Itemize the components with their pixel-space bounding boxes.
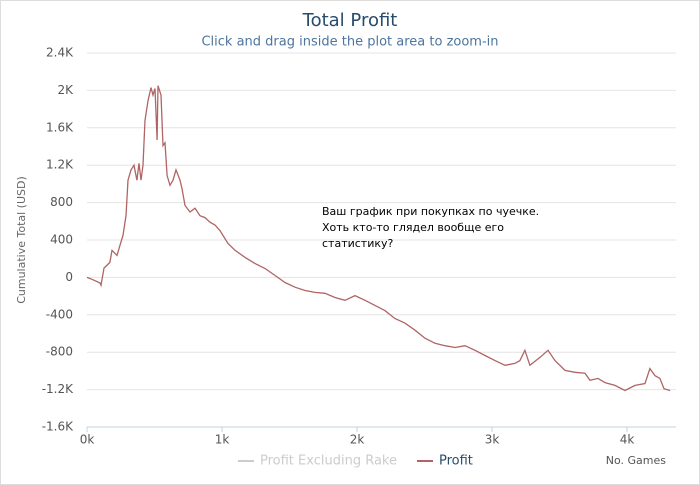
y-tick-label: -800 [46, 345, 73, 359]
x-tick-label: 1k [215, 433, 230, 447]
y-tick-label: -400 [46, 307, 73, 321]
y-tick-label: 0 [65, 270, 73, 284]
profit-line [86, 85, 671, 392]
y-tick-label: -1.2K [42, 382, 74, 396]
chart-subtitle: Click and drag inside the plot area to z… [201, 35, 498, 50]
annotation: Хоть кто-то глядел вообще его [322, 221, 504, 234]
annotation: статистику? [322, 237, 394, 250]
y-tick-label: 2K [57, 83, 74, 97]
x-tick-label: 2k [350, 433, 365, 447]
y-axis-label: Cumulative Total (USD) [15, 176, 28, 304]
x-tick-label: 3k [485, 433, 500, 447]
x-tick-label: 4k [620, 433, 635, 447]
legend-item[interactable]: Profit [439, 454, 473, 469]
x-tick-label: 0k [80, 433, 95, 447]
chart-title: Total Profit [302, 10, 398, 31]
y-tick-label: 2.4K [46, 46, 74, 60]
y-tick-label: 400 [50, 233, 73, 247]
legend-item[interactable]: Profit Excluding Rake [260, 454, 397, 469]
y-tick-label: 800 [50, 195, 73, 209]
x-axis-label: No. Games [606, 454, 667, 467]
y-tick-label: 1.6K [46, 120, 74, 134]
annotation: Ваш график при покупках по чуечке. [322, 205, 539, 218]
y-tick-label: 1.2K [46, 158, 74, 172]
y-tick-label: -1.6K [42, 420, 74, 434]
